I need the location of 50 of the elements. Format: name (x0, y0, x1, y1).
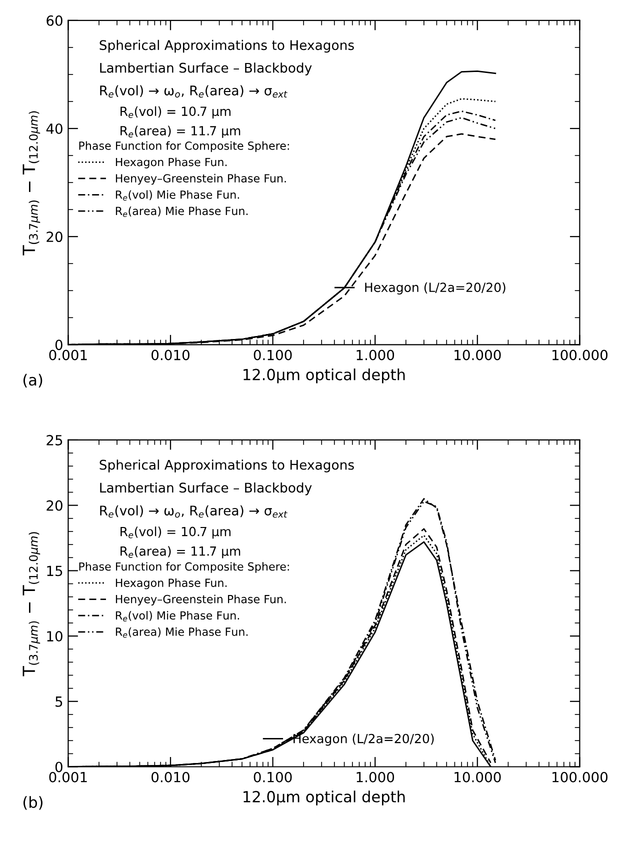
y-tick-label: 20 (46, 500, 62, 511)
x-tick-label: 1.000 (356, 350, 394, 360)
annotation: R$_{e}$(area) = 11.7 μm (120, 546, 240, 558)
y-tick-label: 10 (47, 631, 62, 642)
x-tick-label: 10.000 (454, 772, 501, 782)
legend-label: R$_{e}$(vol) Mie Phase Fun. (116, 190, 239, 201)
x-axis-title: 12.0μm optical depth (244, 790, 405, 806)
legend-label: Hexagon Phase Fun. (116, 158, 227, 168)
x-tick-label: 0.001 (49, 772, 87, 782)
annotation: R$_{e}$(area) = 11.7 μm (120, 126, 240, 138)
x-tick-label: 100.000 (552, 772, 608, 782)
x-tick-label: 0.010 (152, 772, 190, 782)
x-tick-label: 10.000 (454, 350, 501, 360)
x-tick-label: 0.100 (254, 772, 292, 782)
y-axis-title: T$_{(3.7μm)}$ − T$_{(12.0μm)}$ (22, 532, 40, 676)
x-tick-label: 0.001 (49, 350, 87, 360)
y-tick-label: 0 (55, 762, 62, 772)
y-tick-label: 40 (46, 123, 62, 134)
x-tick-label: 1.000 (356, 772, 394, 782)
y-tick-label: 25 (46, 434, 62, 446)
legend-label: Hexagon Phase Fun. (116, 578, 227, 590)
legend-title: Phase Function for Composite Sphere: (79, 141, 289, 152)
x-tick-label: 0.100 (254, 350, 292, 360)
legend-label: Henyey–Greenstein Phase Fun. (116, 174, 286, 185)
y-tick-label: 0 (55, 340, 62, 350)
x-tick-label: 100.000 (552, 350, 608, 360)
annotation: Spherical Approximations to Hexagons (100, 40, 354, 53)
annotation: R$_{e}$(vol) → ω$_{o}$, R$_{e}$(area) → σ$_{ext}$ (100, 85, 288, 98)
y-axis-title: T$_{(3.7μm)}$ − T$_{(12.0μm)}$ (22, 111, 40, 256)
text: (a) (23, 374, 42, 388)
x-axis-title: 12.0μm optical depth (244, 368, 405, 384)
y-tick-label: 20 (46, 232, 62, 242)
y-tick-label: 15 (47, 566, 62, 576)
annotation: R$_{e}$(vol) → ω$_{o}$, R$_{e}$(area) → σ$_{ext}$ (100, 505, 288, 518)
annotation: R$_{e}$(vol) = 10.7 μm (120, 106, 230, 118)
annotation: R$_{e}$(vol) = 10.7 μm (120, 526, 230, 539)
legend-title: Phase Function for Composite Sphere: (79, 562, 289, 573)
annotation: Spherical Approximations to Hexagons (100, 460, 354, 472)
legend-label: Hexagon (L/2a=20/20) (294, 734, 434, 746)
legend-label: R$_{e}$(area) Mie Phase Fun. (116, 627, 248, 638)
legend-label: Hexagon (L/2a=20/20) (365, 282, 506, 294)
legend-label: R$_{e}$(area) Mie Phase Fun. (116, 206, 248, 217)
y-tick-label: 5 (56, 696, 62, 707)
legend-label: R$_{e}$(vol) Mie Phase Fun. (116, 611, 239, 622)
x-tick-label: 0.010 (152, 350, 190, 360)
text: (b) (23, 796, 42, 810)
y-tick-label: 60 (46, 15, 62, 26)
annotation: Lambertian Surface – Blackbody (100, 62, 312, 76)
annotation: Lambertian Surface – Blackbody (100, 482, 312, 496)
legend-label: Henyey–Greenstein Phase Fun. (116, 594, 286, 606)
